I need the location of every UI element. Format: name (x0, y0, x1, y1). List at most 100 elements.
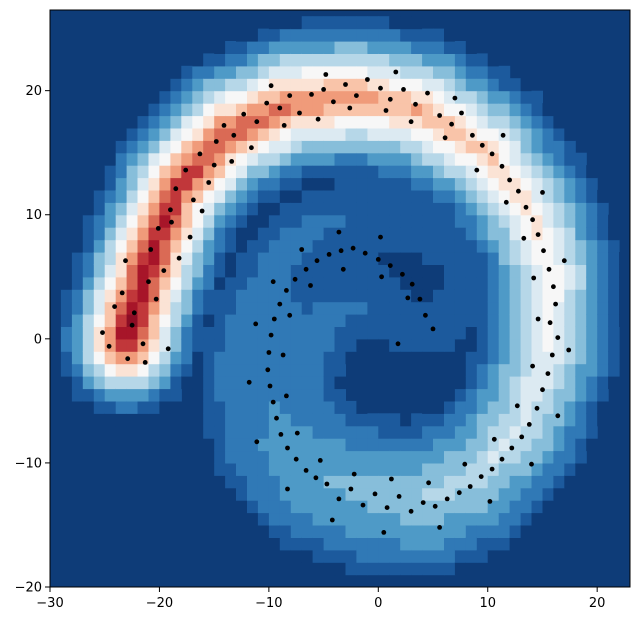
contour-cell (564, 276, 576, 290)
contour-cell (334, 264, 346, 278)
contour-cell (334, 462, 346, 476)
contour-cell (214, 177, 226, 191)
contour-cell (564, 376, 576, 390)
contour-cell (454, 400, 467, 414)
data-point (426, 480, 431, 486)
contour-cell (334, 127, 346, 141)
contour-cell (411, 314, 423, 327)
contour-cell (411, 351, 423, 365)
contour-cell (214, 53, 226, 67)
contour-cell (236, 475, 248, 489)
contour-cell (433, 202, 445, 216)
contour-cell (389, 525, 401, 538)
contour-cell (301, 425, 314, 439)
contour-cell (531, 351, 543, 365)
contour-cell (575, 227, 587, 241)
contour-cell (159, 400, 171, 414)
contour-cell (334, 276, 346, 290)
contour-cell (454, 326, 467, 340)
contour-cell (356, 326, 368, 340)
data-point (507, 177, 512, 183)
contour-cell (225, 115, 237, 129)
contour-cell (575, 214, 587, 228)
contour-cell (608, 351, 620, 365)
contour-cell (71, 314, 84, 327)
contour-cell (476, 475, 489, 489)
contour-cell (225, 140, 237, 154)
data-point (292, 276, 298, 282)
contour-cell (203, 413, 215, 427)
contour-cell (301, 276, 314, 290)
contour-cell (411, 537, 423, 551)
contour-cell (115, 314, 128, 327)
contour-cell (104, 264, 117, 278)
data-point (432, 503, 438, 509)
contour-cell (575, 438, 587, 452)
contour-cell (126, 115, 139, 129)
data-point (119, 290, 125, 296)
contour-cell (50, 314, 62, 327)
contour-cell (247, 363, 259, 377)
contour-cell (411, 413, 423, 427)
x-tick-label: −30 (36, 596, 63, 611)
data-point (161, 268, 167, 273)
contour-cell (225, 103, 237, 117)
contour-cell (476, 400, 489, 414)
contour-cell (247, 388, 259, 402)
data-point (323, 72, 329, 77)
contour-cell (356, 450, 368, 464)
contour-cell (301, 41, 314, 54)
contour-cell (301, 500, 314, 514)
data-point (340, 266, 346, 272)
contour-cell (268, 140, 281, 154)
contour-cell (422, 425, 434, 439)
contour-cell (312, 537, 325, 551)
contour-cell (290, 115, 303, 129)
contour-cell (454, 189, 467, 203)
contour-cell (312, 487, 325, 501)
contour-cell (247, 239, 259, 253)
contour-cell (225, 487, 237, 501)
contour-cell (542, 115, 554, 129)
contour-cell (509, 376, 522, 390)
contour-cell (50, 351, 62, 365)
contour-cell (553, 314, 565, 327)
data-point (264, 100, 270, 106)
contour-cell (257, 152, 270, 166)
contour-cell (192, 376, 204, 390)
contour-cell (312, 252, 325, 265)
contour-cell (411, 487, 423, 501)
contour-cell (192, 127, 204, 141)
contour-cell (476, 90, 489, 104)
contour-cell (389, 549, 401, 563)
contour-cell (433, 537, 445, 551)
contour-cell (115, 239, 128, 253)
contour-cell (356, 338, 368, 352)
contour-cell (564, 475, 576, 489)
contour-cell (476, 227, 489, 241)
contour-cell (400, 338, 412, 352)
contour-cell (389, 276, 401, 290)
contour-cell (312, 301, 325, 315)
contour-cell (159, 152, 171, 166)
contour-cell (476, 78, 489, 92)
contour-cell (389, 462, 401, 476)
contour-cell (400, 127, 412, 141)
contour-cell (498, 475, 511, 489)
contour-cell (542, 351, 554, 365)
contour-cell (422, 413, 434, 427)
contour-cell (564, 252, 576, 265)
contour-cell (181, 103, 193, 117)
contour-cell (345, 500, 357, 514)
contour-cell (268, 189, 281, 203)
contour-cell (509, 214, 522, 228)
contour-cell (411, 475, 423, 489)
contour-cell (564, 326, 576, 340)
contour-cell (476, 413, 489, 427)
contour-cell (247, 475, 259, 489)
contour-cell (192, 239, 204, 253)
contour-cell (465, 165, 478, 179)
contour-cell (509, 351, 522, 365)
contour-cell (465, 78, 478, 92)
contour-cell (411, 65, 423, 79)
